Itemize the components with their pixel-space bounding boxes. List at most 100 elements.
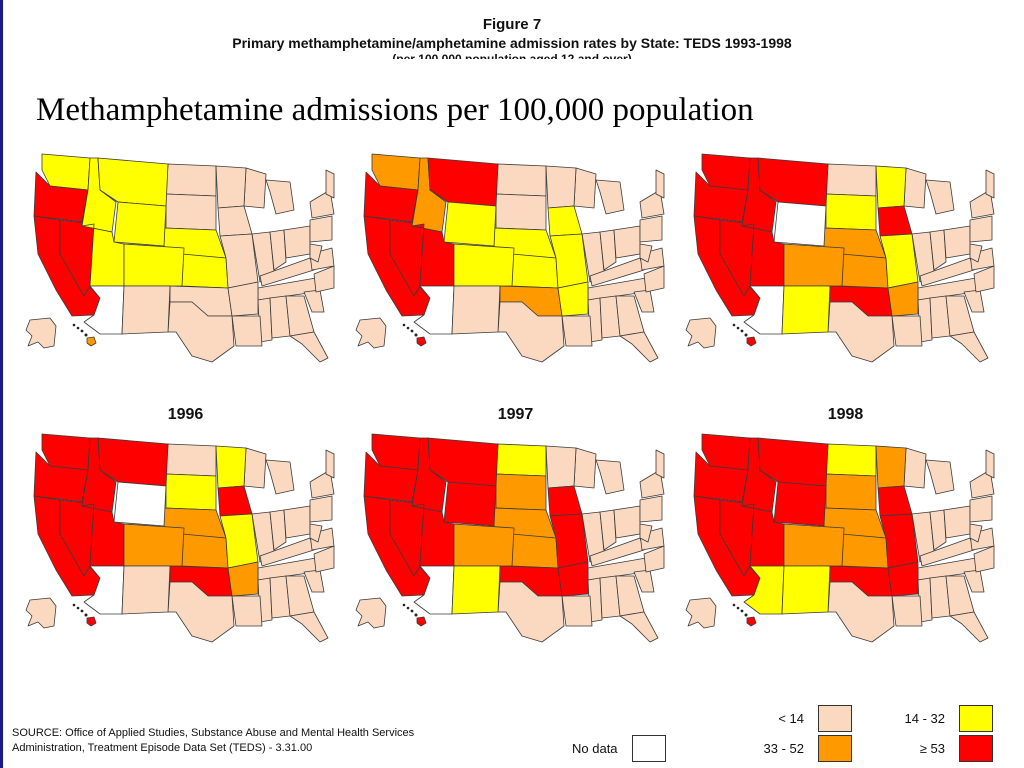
state-ny [639,189,665,219]
state-co [453,243,515,287]
state-ny [969,189,995,219]
slide-title: Methamphetamine admissions per 100,000 p… [36,92,754,128]
year-label-1997: 1997 [497,406,534,423]
state-ne_st [655,169,665,199]
state-hi [746,336,757,347]
year-label-1998: 1998 [827,406,864,423]
state-ar [557,281,589,317]
legend-33-52: 33 - 52 [752,735,852,762]
state-in [599,509,617,551]
state-mi [265,459,295,495]
state-la [561,315,593,347]
state-pa [969,495,993,523]
state-ny [969,469,995,499]
state-mn [545,445,577,489]
state-co [123,523,185,567]
state-fl [949,611,989,643]
state-wv [639,243,653,263]
state-oh [943,505,971,539]
state-wa [701,433,751,471]
state-nc [313,265,335,293]
legend-lt14: < 14 [770,705,852,732]
hawaii-island-1 [72,603,76,607]
state-wv [309,243,323,263]
state-nd [165,163,217,197]
state-nm [781,285,831,335]
hawaii-island-1 [402,603,406,607]
state-wi [903,167,927,209]
state-sc [963,569,985,593]
hawaii-island-4 [84,613,88,617]
state-ar [227,561,259,597]
state-sd [165,473,217,511]
state-mn [875,445,907,489]
state-wa [371,433,421,471]
state-ne_st [655,449,665,479]
hawaii-island-4 [744,613,748,617]
state-fl [289,611,329,643]
state-mn [215,445,247,489]
hawaii-island-2 [76,606,80,610]
state-hi [416,616,427,627]
state-sc [303,289,325,313]
hawaii-island-3 [80,329,84,333]
state-mi [595,179,625,215]
state-pa [969,215,993,243]
state-in [269,229,287,271]
state-fl [619,611,659,643]
legend-swatch-ge53 [959,735,993,762]
state-ks [511,253,559,289]
state-ia [217,485,253,517]
state-ks [841,533,889,569]
state-tx [167,581,235,643]
state-nm [451,565,501,615]
state-pa [639,495,663,523]
state-nd [495,443,547,477]
hawaii-island-1 [72,323,76,327]
legend-label-lt14: < 14 [778,711,804,726]
state-hi [86,336,97,347]
state-in [929,509,947,551]
state-wi [903,447,927,489]
legend-swatch-lt14 [818,705,852,732]
state-ny [309,469,335,499]
state-oh [283,505,311,539]
state-nc [313,545,335,573]
hawaii-island-2 [406,606,410,610]
state-map-1998 [685,433,995,643]
state-nc [973,545,995,573]
state-mn [545,165,577,209]
state-nc [643,545,665,573]
state-co [453,523,515,567]
state-ak [685,317,717,349]
state-wa [371,153,421,191]
state-pa [309,215,333,243]
state-nm [121,285,171,335]
state-ak [355,317,387,349]
state-nd [495,163,547,197]
state-ny [309,189,335,219]
state-ne_st [325,169,335,199]
state-map-2 [355,153,665,363]
hawaii-island-1 [402,323,406,327]
state-mi [925,179,955,215]
hawaii-island-3 [410,609,414,613]
state-mn [875,165,907,209]
state-la [891,595,923,627]
state-wy [113,481,167,527]
state-wi [243,447,267,489]
state-ks [841,253,889,289]
slide-left-border [0,0,3,768]
state-ia [547,485,583,517]
state-wv [969,243,983,263]
hawaii-island-2 [76,326,80,330]
state-ar [887,561,919,597]
hawaii-island-1 [732,323,736,327]
state-ak [25,597,57,629]
state-wa [701,153,751,191]
state-ny [639,469,665,499]
state-nc [643,265,665,293]
hawaii-island-4 [84,333,88,337]
state-sc [633,289,655,313]
state-ne_st [985,169,995,199]
